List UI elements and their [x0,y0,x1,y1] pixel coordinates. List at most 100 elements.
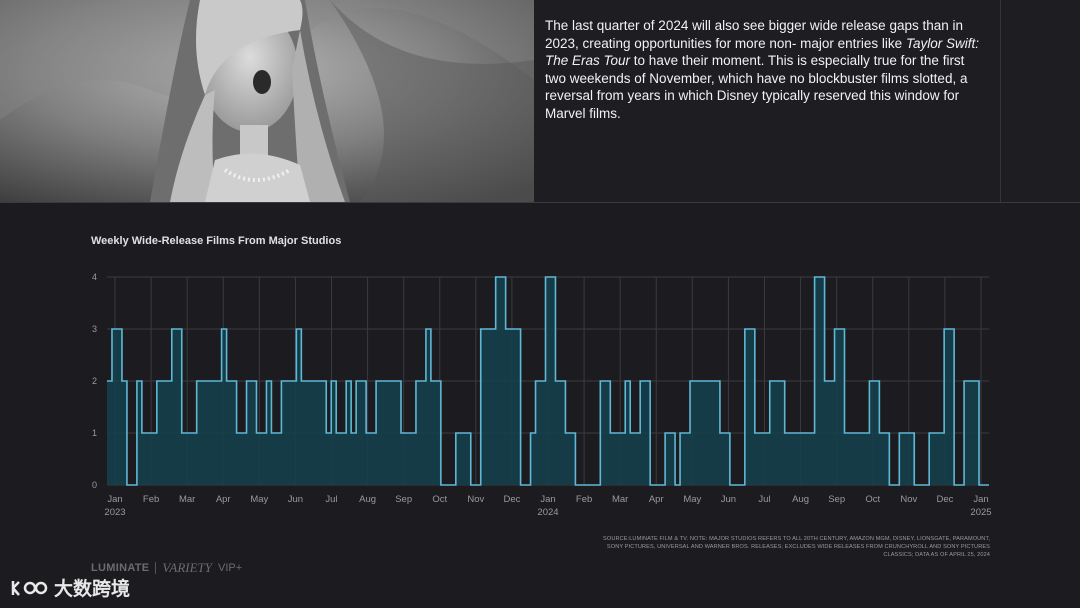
week-bar [331,381,336,485]
y-tick-label: 3 [92,324,97,334]
week-bar [665,433,670,485]
week-bar [974,381,979,485]
week-bar [715,381,720,485]
week-bar [361,381,366,485]
week-bar [815,277,820,485]
series-line [107,276,989,486]
week-bar [466,433,471,485]
x-tick-label: Jan [540,494,555,505]
x-tick-label: Mar [612,494,628,505]
watermark: 大数跨境 [10,574,130,601]
week-bar [775,381,780,485]
week-bar [242,433,247,485]
hero-photo [0,0,534,202]
week-bar [376,381,381,485]
week-bar [107,381,112,485]
week-bar [879,433,884,485]
y-tick-label: 4 [92,272,97,282]
week-bar [630,433,635,485]
week-bar [112,329,117,485]
x-tick-label: May [683,494,701,505]
week-bar [750,329,755,485]
week-bar [531,433,536,485]
week-bar [117,329,122,485]
week-bar [167,381,172,485]
week-bar [546,277,551,485]
photo-illustration [0,0,534,202]
week-bar [311,381,316,485]
week-bar [555,381,560,485]
week-bar [874,381,879,485]
week-bar [401,433,406,485]
week-bar [600,381,605,485]
week-bar [386,381,391,485]
week-bar [356,381,361,485]
week-bar [252,381,257,485]
variety-logo: VARIETY [162,560,213,575]
week-bar [770,381,775,485]
week-bar [122,381,127,485]
year-label: 2025 [970,507,991,518]
week-bar [610,433,615,485]
y-tick-label: 2 [92,376,97,386]
week-bar [725,433,730,485]
year-label: 2024 [537,507,558,518]
week-bar [421,381,426,485]
week-bar [969,381,974,485]
week-bar [944,329,949,485]
y-tick-label: 0 [92,480,97,490]
x-tick-label: Apr [216,494,231,505]
week-bar [765,433,770,485]
week-bar [481,329,486,485]
panel-divider [1000,0,1001,202]
week-bar [416,381,421,485]
week-bar [172,329,177,485]
week-bar [859,433,864,485]
week-bar [805,433,810,485]
week-bar [261,433,266,485]
week-bar [830,381,835,485]
week-bar [391,381,396,485]
x-tick-label: Mar [179,494,195,505]
x-tick-label: Nov [467,494,484,505]
watermark-logo-icon [11,580,48,596]
week-bar [202,381,207,485]
week-bar [321,381,326,485]
week-bar [820,277,825,485]
week-bar [785,433,790,485]
week-bar [615,433,620,485]
week-bar [381,381,386,485]
week-bar [187,433,192,485]
week-bar [147,433,152,485]
x-tick-label: Aug [359,494,376,505]
body-text-part1: The last quarter of 2024 will also see b… [545,18,963,51]
week-bar [795,433,800,485]
week-bar [182,433,187,485]
top-text-panel [534,0,1080,203]
week-bar [491,329,496,485]
x-tick-label: Feb [576,494,592,505]
x-tick-label: Oct [432,494,447,505]
week-bar [177,329,182,485]
week-bar [197,381,202,485]
y-tick-label: 1 [92,428,97,438]
week-bar [212,381,217,485]
week-bar [710,381,715,485]
week-bar [939,433,944,485]
week-bar [844,433,849,485]
week-bar [869,381,874,485]
week-bar [964,381,969,485]
week-bar [301,381,306,485]
week-bar [929,433,934,485]
x-tick-label: Jun [288,494,303,505]
week-bar [620,433,625,485]
week-bar [934,433,939,485]
week-bar [864,433,869,485]
week-bar [341,433,346,485]
week-bar [695,381,700,485]
vip-label: VIP+ [218,562,243,574]
week-bar [371,433,376,485]
x-tick-label: Jan [973,494,988,505]
week-bar [406,433,411,485]
